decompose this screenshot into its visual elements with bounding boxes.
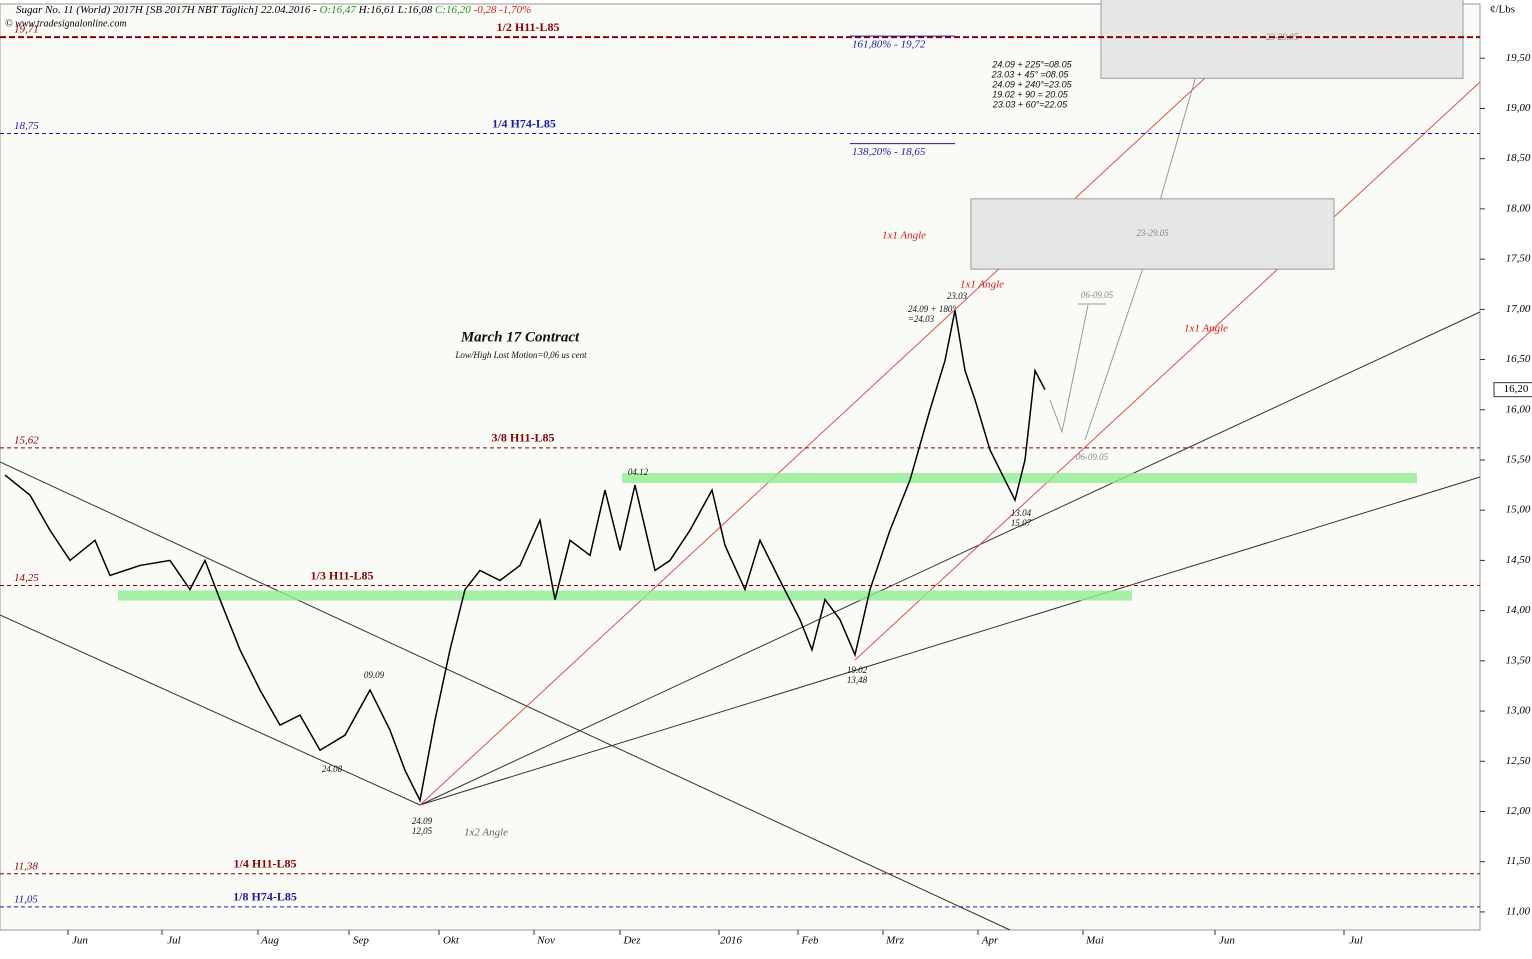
annotation: 24.08 xyxy=(322,764,343,774)
annotation: 09.09 xyxy=(364,670,385,680)
y-tick-label: 15,50 xyxy=(1506,454,1531,466)
y-tick-label: 14,00 xyxy=(1506,604,1531,616)
annotation: March 17 Contract xyxy=(460,329,580,345)
annotation: 23.03 + 60°=22.05 xyxy=(992,99,1068,109)
fib-label: 161,80% - 19,72 xyxy=(852,39,926,51)
annotation: 06-09.05 xyxy=(1081,290,1114,300)
fib-label: 138,20% - 18,65 xyxy=(852,146,926,158)
y-tick-label: 19,00 xyxy=(1506,102,1531,114)
x-tick-label: Nov xyxy=(536,935,555,947)
y-tick-label: 14,50 xyxy=(1506,554,1531,566)
header-symbol: Sugar No. 11 (World) 2017H [SB 2017H NBT… xyxy=(16,4,531,16)
x-tick-label: Feb xyxy=(800,935,819,947)
low: L:16,08 xyxy=(397,4,433,16)
annotation: 1x1 Angle xyxy=(1184,323,1228,335)
level-name: 3/8 H11-L85 xyxy=(491,431,554,445)
annotation: 23.03 + 45° =08.05 xyxy=(991,69,1070,79)
annotation: 1x2 Angle xyxy=(464,827,508,839)
level-name: 1/4 H74-L85 xyxy=(492,116,556,130)
price-line xyxy=(4,310,1046,803)
x-tick-label: 2016 xyxy=(720,935,743,947)
level-name: 1/2 H11-L85 xyxy=(496,20,559,34)
last-price-label: 16,20 xyxy=(1504,383,1529,395)
x-tick-label: Okt xyxy=(443,935,460,947)
annotation: 13,48 xyxy=(847,675,868,685)
x-tick-label: Apr xyxy=(981,935,999,947)
annotation: 24.09 + 240°=23.05 xyxy=(991,79,1072,89)
x-tick-label: Mrz xyxy=(885,935,904,947)
annotation: 24.09 + 225°=08.05 xyxy=(991,59,1072,69)
x-tick-label: Mai xyxy=(1085,935,1104,947)
open: O:16,47 xyxy=(320,4,357,16)
y-tick-label: 12,00 xyxy=(1506,805,1531,817)
level-value: 18,75 xyxy=(14,120,39,132)
box-label: 23-29.05 xyxy=(1136,228,1169,238)
change: -0,28 -1,70% xyxy=(474,4,532,16)
level-value: 15,62 xyxy=(14,434,39,446)
level-name: 1/3 H11-L85 xyxy=(310,568,373,582)
annotation: 04.12 xyxy=(628,467,649,477)
y-tick-label: 15,00 xyxy=(1506,504,1531,516)
close: C:16,20 xyxy=(435,4,471,16)
x-tick-label: Dez xyxy=(622,935,641,947)
level-value: 11,38 xyxy=(14,860,38,872)
units: ¢/Lbs xyxy=(1490,4,1515,16)
y-tick-label: 17,50 xyxy=(1506,253,1531,265)
high: H:16,61 xyxy=(358,4,395,16)
y-tick-label: 11,00 xyxy=(1506,905,1530,917)
x-tick-label: Aug xyxy=(260,935,279,947)
zone xyxy=(622,473,1417,484)
x-tick-label: Jul xyxy=(167,935,180,947)
y-tick-label: 13,00 xyxy=(1506,705,1531,717)
copyright: © www.tradesignalonline.com xyxy=(5,18,127,29)
annotation: 19.02 xyxy=(847,665,868,675)
annotation: 06-09.05 xyxy=(1076,452,1109,462)
x-tick-label: Jul xyxy=(1349,935,1362,947)
y-tick-label: 18,50 xyxy=(1506,152,1531,164)
y-tick-label: 13,50 xyxy=(1506,654,1531,666)
annotation: Low/High Lost Motion=0,06 us cent xyxy=(454,350,587,360)
y-tick-label: 18,00 xyxy=(1506,202,1531,214)
annotation: 19.02 + 90 = 20.05 xyxy=(992,89,1069,99)
target-box xyxy=(1100,0,1464,79)
annotation: 1x1 Angle xyxy=(960,279,1004,291)
zone xyxy=(118,590,1132,601)
level-value: 19,71 xyxy=(14,24,39,36)
annotation: 1x1 Angle xyxy=(882,230,926,242)
y-tick-label: 17,00 xyxy=(1506,303,1531,315)
target-box xyxy=(970,198,1335,270)
y-tick-label: 11,50 xyxy=(1506,855,1530,867)
y-tick-label: 12,50 xyxy=(1506,755,1531,767)
annotation: =24.03 xyxy=(908,314,935,324)
annotation: 12,05 xyxy=(412,826,433,836)
level-value: 14,25 xyxy=(14,572,39,584)
annotation: 15,07 xyxy=(1011,518,1032,528)
annotation: 23.03 xyxy=(947,291,968,301)
symbol: Sugar No. 11 (World) 2017H [SB 2017H NBT… xyxy=(16,4,317,16)
y-tick-label: 16,00 xyxy=(1506,403,1531,415)
level-value: 11,05 xyxy=(14,893,38,905)
y-tick-label: 19,50 xyxy=(1506,52,1531,64)
x-tick-label: Sep xyxy=(353,935,369,947)
plot-area xyxy=(0,3,1481,931)
x-tick-label: Jun xyxy=(72,935,88,947)
level-name: 1/8 H74-L85 xyxy=(233,890,297,904)
y-tick-label: 16,50 xyxy=(1506,353,1531,365)
x-tick-label: Jun xyxy=(1219,935,1235,947)
annotation: 13.04 xyxy=(1011,508,1032,518)
level-name: 1/4 H11-L85 xyxy=(233,857,296,871)
last-price-box xyxy=(1493,382,1532,398)
annotation: 24.09 + 180° xyxy=(908,304,956,314)
annotation: 24.09 xyxy=(412,816,433,826)
